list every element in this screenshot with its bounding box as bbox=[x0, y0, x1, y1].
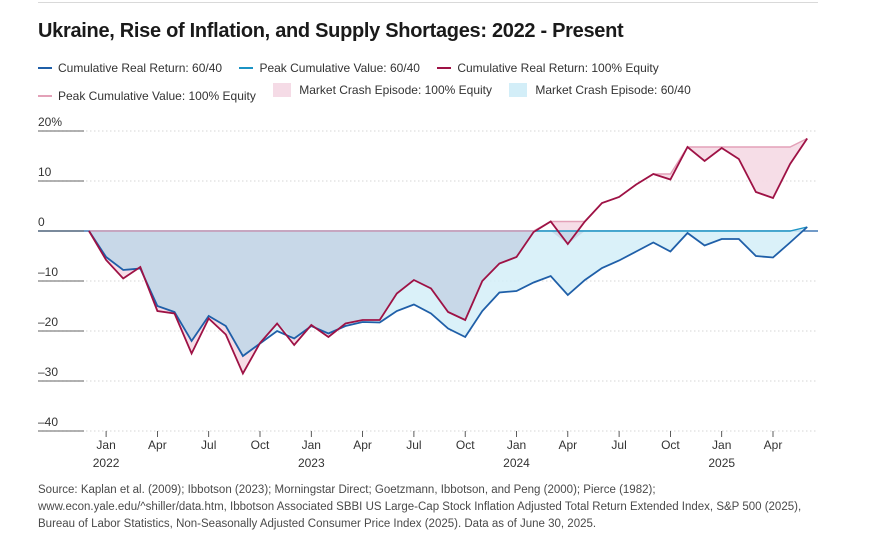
y-tick-label: –30 bbox=[38, 365, 58, 379]
legend-label: Cumulative Real Return: 60/40 bbox=[58, 61, 223, 75]
x-tick-year-label: 2024 bbox=[503, 456, 530, 470]
legend-item-6040-crash: Market Crash Episode: 60/40 bbox=[509, 79, 691, 101]
x-tick-year-label: 2025 bbox=[708, 456, 735, 470]
y-tick-label: 10 bbox=[38, 165, 52, 179]
legend-label: Market Crash Episode: 100% Equity bbox=[299, 83, 492, 97]
y-tick-label: –10 bbox=[38, 265, 58, 279]
legend-label: Peak Cumulative Value: 60/40 bbox=[259, 61, 420, 75]
legend-item-equity-return: Cumulative Real Return: 100% Equity bbox=[437, 57, 659, 79]
legend-line-equity-peak bbox=[38, 95, 52, 97]
x-tick-label: Jul bbox=[201, 438, 216, 452]
x-tick-label: Jan bbox=[96, 438, 115, 452]
series-line-6040-return bbox=[88, 226, 808, 358]
legend-label: Cumulative Real Return: 100% Equity bbox=[457, 61, 659, 75]
x-tick-label: Apr bbox=[353, 438, 372, 452]
x-tick-label: Apr bbox=[764, 438, 783, 452]
x-tick-label: Apr bbox=[148, 438, 167, 452]
y-tick-label: –40 bbox=[38, 415, 58, 429]
y-tick-label: –20 bbox=[38, 315, 58, 329]
y-tick-label: 20% bbox=[38, 115, 62, 129]
x-tick-label: Jan bbox=[302, 438, 321, 452]
series-line-equity-return bbox=[88, 137, 808, 376]
legend-item-equity-peak: Peak Cumulative Value: 100% Equity bbox=[38, 85, 256, 107]
legend: Cumulative Real Return: 60/40 Peak Cumul… bbox=[38, 54, 818, 107]
legend-label: Peak Cumulative Value: 100% Equity bbox=[58, 89, 256, 103]
x-tick-label: Jan bbox=[712, 438, 731, 452]
legend-item-6040-return: Cumulative Real Return: 60/40 bbox=[38, 57, 222, 79]
legend-line-equity-return bbox=[437, 67, 452, 69]
x-tick-label: Apr bbox=[558, 438, 577, 452]
legend-line-6040-return bbox=[38, 67, 52, 69]
top-rule bbox=[38, 2, 818, 3]
x-tick-label: Jul bbox=[406, 438, 421, 452]
chart-title: Ukraine, Rise of Inflation, and Supply S… bbox=[38, 20, 624, 42]
source-note: Source: Kaplan et al. (2009); Ibbotson (… bbox=[38, 484, 802, 530]
x-tick-label: Oct bbox=[251, 438, 270, 452]
x-tick-year-label: 2022 bbox=[93, 456, 120, 470]
crash-area-overlap bbox=[89, 231, 808, 356]
line-chart: 20% 10 0 –10 –20 –30 –40 Jan 2022 Apr Jul Oct Jan 202… bbox=[38, 115, 818, 470]
x-tick-year-label: 2023 bbox=[298, 456, 325, 470]
x-tick-label: Oct bbox=[661, 438, 680, 452]
legend-swatch-6040-crash bbox=[509, 83, 528, 97]
x-tick-label: Oct bbox=[456, 438, 475, 452]
x-tick-label: Jul bbox=[611, 438, 626, 452]
legend-swatch-equity-crash bbox=[273, 83, 292, 97]
legend-item-equity-crash: Market Crash Episode: 100% Equity bbox=[273, 79, 492, 101]
legend-line-6040-peak bbox=[239, 67, 254, 69]
legend-label: Market Crash Episode: 60/40 bbox=[535, 83, 691, 97]
x-tick-label: Jan bbox=[507, 438, 526, 452]
legend-item-6040-peak: Peak Cumulative Value: 60/40 bbox=[239, 57, 420, 79]
y-tick-label: 0 bbox=[38, 215, 45, 229]
